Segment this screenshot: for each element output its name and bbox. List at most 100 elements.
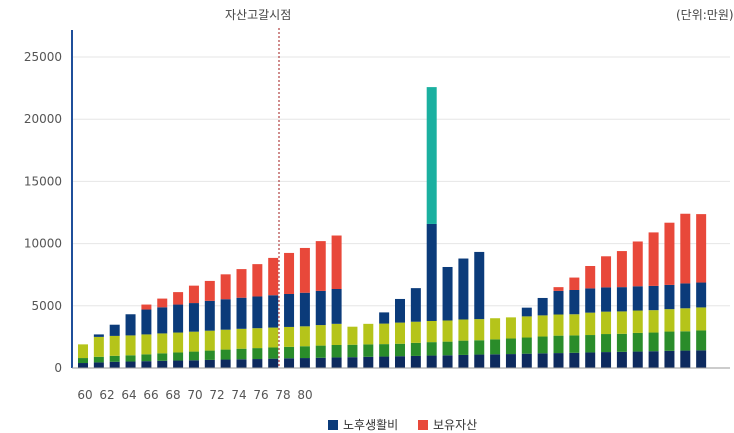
bar-segment-4 bbox=[616, 251, 627, 288]
bar-segment-2 bbox=[299, 326, 310, 347]
bar-segment-4 bbox=[601, 256, 612, 288]
bar-segment-1 bbox=[632, 332, 643, 352]
bar-segment-0 bbox=[299, 358, 310, 368]
bar-segment-2 bbox=[680, 308, 691, 332]
bar-segment-0 bbox=[78, 363, 88, 368]
bar-segment-2 bbox=[664, 309, 675, 332]
bar-segment-3 bbox=[616, 287, 627, 312]
bar-segment-1 bbox=[490, 339, 501, 355]
x-tick-label: 64 bbox=[121, 388, 136, 402]
bar-segment-2 bbox=[109, 335, 120, 356]
legend-swatch-assets bbox=[418, 419, 428, 430]
bar-segment-2 bbox=[363, 323, 374, 345]
bar-segment-4 bbox=[268, 257, 279, 296]
bar-segment-2 bbox=[284, 326, 295, 347]
bar-segment-4 bbox=[585, 265, 596, 289]
bar-segment-4 bbox=[299, 247, 310, 293]
bar-segment-4 bbox=[553, 287, 564, 291]
bar-segment-0 bbox=[632, 351, 643, 368]
bar-segment-1 bbox=[299, 346, 310, 359]
x-tick-label: 70 bbox=[187, 388, 202, 402]
bar-segment-2 bbox=[458, 319, 469, 341]
bar-segment-2 bbox=[601, 311, 612, 335]
bar-segment-1 bbox=[188, 351, 199, 361]
bar-segment-1 bbox=[157, 353, 168, 361]
x-tick-label: 60 bbox=[77, 388, 92, 402]
bar-segment-4 bbox=[252, 264, 263, 297]
bar-segment-1 bbox=[696, 330, 707, 351]
bar-segment-0 bbox=[284, 358, 295, 368]
y-tick-label: 20000 bbox=[24, 112, 62, 126]
bar-segment-3 bbox=[426, 223, 437, 321]
bar-segment-2 bbox=[188, 331, 199, 352]
bar-segment-0 bbox=[490, 354, 501, 368]
x-tick-label: 78 bbox=[275, 388, 290, 402]
bar-segment-1 bbox=[410, 342, 421, 356]
bar-segment-2 bbox=[141, 334, 152, 355]
bar-segment-2 bbox=[632, 310, 643, 333]
bar-segment-3 bbox=[474, 251, 485, 320]
bar-segment-2 bbox=[379, 323, 390, 345]
bar-segment-2 bbox=[347, 326, 358, 345]
bar-segment-2 bbox=[173, 332, 184, 353]
bar-segment-1 bbox=[347, 344, 358, 358]
x-tick-label: 80 bbox=[297, 388, 312, 402]
bar-segment-2 bbox=[616, 311, 627, 334]
bar-segment-4 bbox=[315, 241, 326, 291]
x-tick-label: 66 bbox=[143, 388, 158, 402]
bar-segment-2 bbox=[648, 310, 659, 333]
y-tick-label: 5000 bbox=[31, 299, 62, 313]
bar-segment-0 bbox=[426, 355, 437, 368]
bar-segment-3 bbox=[125, 314, 136, 336]
bar-segment-0 bbox=[268, 358, 279, 368]
bar-segment-1 bbox=[141, 354, 152, 362]
legend-item-living-cost: 노후생활비 bbox=[328, 416, 398, 433]
bar-segment-1 bbox=[173, 352, 184, 361]
unit-label: (단위:만원) bbox=[676, 8, 734, 22]
bar-segment-2 bbox=[426, 320, 437, 343]
bar-segment-1 bbox=[315, 345, 326, 358]
bar-segment-0 bbox=[173, 360, 184, 368]
bar-segment-2 bbox=[268, 327, 279, 348]
bar-segment-0 bbox=[410, 355, 421, 368]
bar-segment-0 bbox=[236, 359, 247, 368]
bar-segment-1 bbox=[585, 335, 596, 353]
bar-segment-4 bbox=[204, 280, 215, 301]
bar-segment-0 bbox=[379, 356, 390, 368]
bar-segment-2 bbox=[252, 328, 263, 349]
x-tick-label: 74 bbox=[231, 388, 246, 402]
bar-segment-2 bbox=[442, 320, 453, 342]
bar-segment-3 bbox=[537, 297, 548, 316]
bar-segment-3 bbox=[173, 304, 184, 333]
bar-segment-1 bbox=[680, 331, 691, 351]
bar-segment-4 bbox=[680, 213, 691, 284]
bar-segment-2 bbox=[204, 330, 215, 351]
bar-segment-2 bbox=[585, 312, 596, 336]
bar-segment-2 bbox=[93, 336, 104, 357]
bar-segment-0 bbox=[553, 353, 564, 368]
bar-segment-3 bbox=[188, 303, 199, 332]
bar-segment-3 bbox=[109, 324, 120, 336]
bar-segment-3 bbox=[236, 297, 247, 329]
bar-segment-2 bbox=[410, 321, 421, 343]
bar-segment-0 bbox=[93, 362, 104, 368]
bar-segment-1 bbox=[204, 350, 215, 360]
bar-segment-2 bbox=[474, 319, 485, 341]
bar-segment-2 bbox=[569, 314, 580, 336]
y-tick-label: 15000 bbox=[24, 174, 62, 188]
bar-segment-1 bbox=[442, 341, 453, 356]
legend-label-assets: 보유자산 bbox=[433, 418, 478, 432]
bar-segment-1 bbox=[93, 356, 104, 363]
stacked-bar-chart: 0 5000 10000 15000 20000 25000 60 62 64 66 68 70 72 7… bbox=[24, 28, 730, 402]
bar-segment-5 bbox=[426, 87, 437, 224]
y-tick-label: 0 bbox=[54, 361, 62, 375]
bar-segment-0 bbox=[601, 352, 612, 368]
bar-segment-3 bbox=[585, 288, 596, 313]
bar-segment-3 bbox=[93, 334, 104, 337]
bar-segment-4 bbox=[220, 274, 231, 300]
bar-segment-0 bbox=[125, 361, 136, 368]
bar-segment-3 bbox=[252, 296, 263, 329]
bar-segment-0 bbox=[680, 350, 691, 368]
bar-segment-0 bbox=[188, 360, 199, 368]
x-tick-label: 76 bbox=[253, 388, 268, 402]
